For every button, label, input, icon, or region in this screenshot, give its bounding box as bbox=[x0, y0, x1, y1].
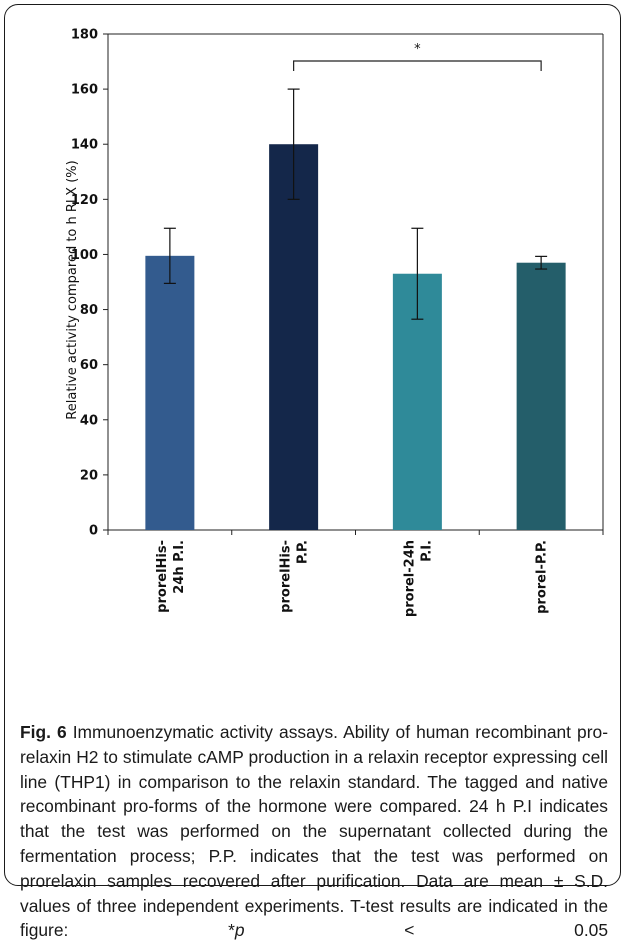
error-bars bbox=[163, 88, 548, 320]
y-tick-label: 140 bbox=[71, 138, 98, 153]
y-tick-label: 60 bbox=[80, 358, 98, 373]
x-tick-label: prorel-P.P. bbox=[535, 540, 550, 614]
figure-caption: Fig. 6 Immunoenzymatic activity assays. … bbox=[20, 720, 608, 943]
significance-star: * bbox=[414, 42, 421, 57]
bar bbox=[516, 262, 566, 530]
significance-bracket bbox=[293, 60, 542, 71]
p-symbol: p bbox=[234, 920, 245, 941]
x-tick-label: prorelHis- P.P. bbox=[279, 540, 311, 613]
y-ticks: 0 20 40 60 80 100 120 140 160 180 bbox=[71, 28, 108, 539]
x-tick-labels: prorelHis- 24h P.I. prorelHis- P.P. prorel-2… bbox=[155, 540, 550, 617]
y-tick-label: 80 bbox=[80, 303, 98, 318]
y-tick-label: 160 bbox=[71, 83, 98, 98]
y-tick-label: 20 bbox=[80, 468, 98, 483]
bars bbox=[145, 144, 566, 531]
caption-text-end: < 0.05 bbox=[244, 920, 608, 941]
y-tick-label: 120 bbox=[71, 193, 98, 208]
x-tick-label: prorel-24h P.I. bbox=[402, 540, 434, 617]
y-tick-label: 100 bbox=[71, 248, 98, 263]
y-tick-label: 180 bbox=[71, 28, 98, 43]
bar bbox=[145, 255, 195, 531]
significance-annotation: * bbox=[293, 42, 542, 71]
y-tick-label: 40 bbox=[80, 413, 98, 428]
x-tick-label: prorelHis- 24h P.I. bbox=[155, 540, 187, 613]
y-axis-label: Relative activity compared to h RLX (%) bbox=[65, 160, 80, 419]
bar-chart: 0 20 40 60 80 100 120 140 160 180 prorelHis- 24h P… bbox=[65, 28, 604, 617]
caption-text: Immunoenzymatic activity assays. Ability… bbox=[20, 722, 608, 941]
figure-label: Fig. 6 bbox=[20, 722, 67, 742]
bar bbox=[269, 144, 319, 530]
y-tick-label: 0 bbox=[89, 524, 98, 539]
